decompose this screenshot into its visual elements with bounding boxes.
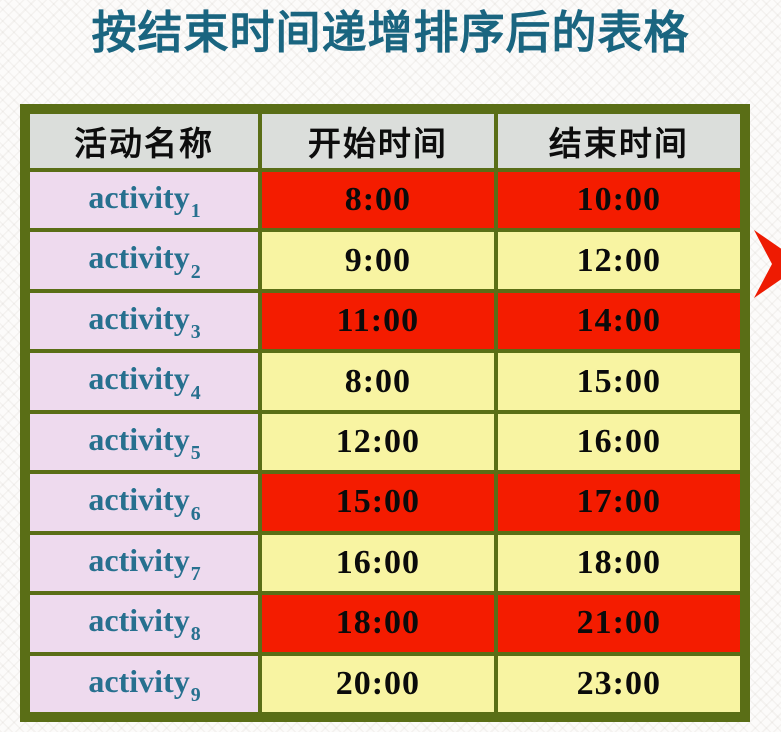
start-time-cell: 15:00 [258, 470, 498, 535]
header-end-time: 结束时间 [493, 110, 745, 172]
activity-label: activity [88, 420, 190, 457]
activity-name-cell: activity1 [25, 167, 263, 233]
activity-name-cell: activity9 [25, 651, 263, 716]
header-start-time: 开始时间 [258, 110, 498, 172]
activity-label: activity [88, 602, 190, 639]
end-time-cell: 23:00 [493, 651, 745, 716]
start-time-cell: 11:00 [258, 288, 498, 354]
table-row: activity3 11:00 14:00 [25, 288, 745, 354]
end-time-cell: 21:00 [493, 591, 745, 656]
start-time-cell: 8:00 [258, 167, 498, 233]
activity-label: activity [88, 662, 190, 699]
start-time-cell: 20:00 [258, 651, 498, 716]
activities-table-container: 活动名称 开始时间 结束时间 activity1 8:00 10:00 activit… [20, 104, 750, 722]
activity-label: activity [88, 179, 190, 216]
red-star-icon [754, 230, 781, 298]
activity-subscript: 8 [190, 623, 201, 646]
table-header: 活动名称 开始时间 结束时间 [25, 110, 745, 172]
start-time-cell: 8:00 [258, 349, 498, 414]
header-row: 活动名称 开始时间 结束时间 [25, 110, 745, 172]
table-row: activity7 16:00 18:00 [25, 530, 745, 596]
start-time-cell: 18:00 [258, 591, 498, 656]
end-time-cell: 14:00 [493, 288, 745, 354]
activity-name-cell: activity5 [25, 409, 263, 475]
activity-name-cell: activity7 [25, 530, 263, 596]
activity-name-cell: activity8 [25, 591, 263, 656]
activity-subscript: 1 [190, 200, 201, 223]
end-time-cell: 10:00 [493, 167, 745, 233]
start-time-cell: 12:00 [258, 409, 498, 475]
activity-label: activity [88, 299, 190, 336]
table-row: activity2 9:00 12:00 [25, 228, 745, 293]
slide-title: 按结束时间递增排序后的表格 [91, 7, 690, 58]
activity-subscript: 7 [190, 563, 201, 586]
activity-subscript: 5 [190, 442, 201, 465]
start-time-cell: 9:00 [258, 228, 498, 293]
activity-subscript: 4 [190, 381, 201, 404]
end-time-cell: 15:00 [493, 349, 745, 414]
activities-table: 活动名称 开始时间 结束时间 activity1 8:00 10:00 activit… [25, 110, 745, 716]
end-time-cell: 17:00 [493, 470, 745, 535]
activity-name-cell: activity6 [25, 470, 263, 535]
end-time-cell: 16:00 [493, 409, 745, 475]
activity-subscript: 9 [190, 683, 201, 706]
activity-name-cell: activity3 [25, 288, 263, 354]
table-row: activity5 12:00 16:00 [25, 409, 745, 475]
activity-label: activity [88, 541, 190, 578]
activity-label: activity [88, 481, 190, 518]
activity-name-cell: activity4 [25, 349, 263, 414]
table-row: activity4 8:00 15:00 [25, 349, 745, 414]
end-time-cell: 18:00 [493, 530, 745, 596]
activity-name-cell: activity2 [25, 228, 263, 293]
end-time-cell: 12:00 [493, 228, 745, 293]
table-body: activity1 8:00 10:00 activity2 9:00 12:00 acti… [25, 167, 745, 716]
activity-subscript: 3 [190, 321, 201, 344]
table-row: activity6 15:00 17:00 [25, 470, 745, 535]
table-row: activity1 8:00 10:00 [25, 167, 745, 233]
header-activity-name: 活动名称 [25, 110, 263, 172]
activity-label: activity [88, 360, 190, 397]
table-row: activity8 18:00 21:00 [25, 591, 745, 656]
activity-label: activity [88, 239, 190, 276]
activity-subscript: 6 [190, 502, 201, 525]
start-time-cell: 16:00 [258, 530, 498, 596]
activity-subscript: 2 [190, 260, 201, 283]
table-row: activity9 20:00 23:00 [25, 651, 745, 716]
